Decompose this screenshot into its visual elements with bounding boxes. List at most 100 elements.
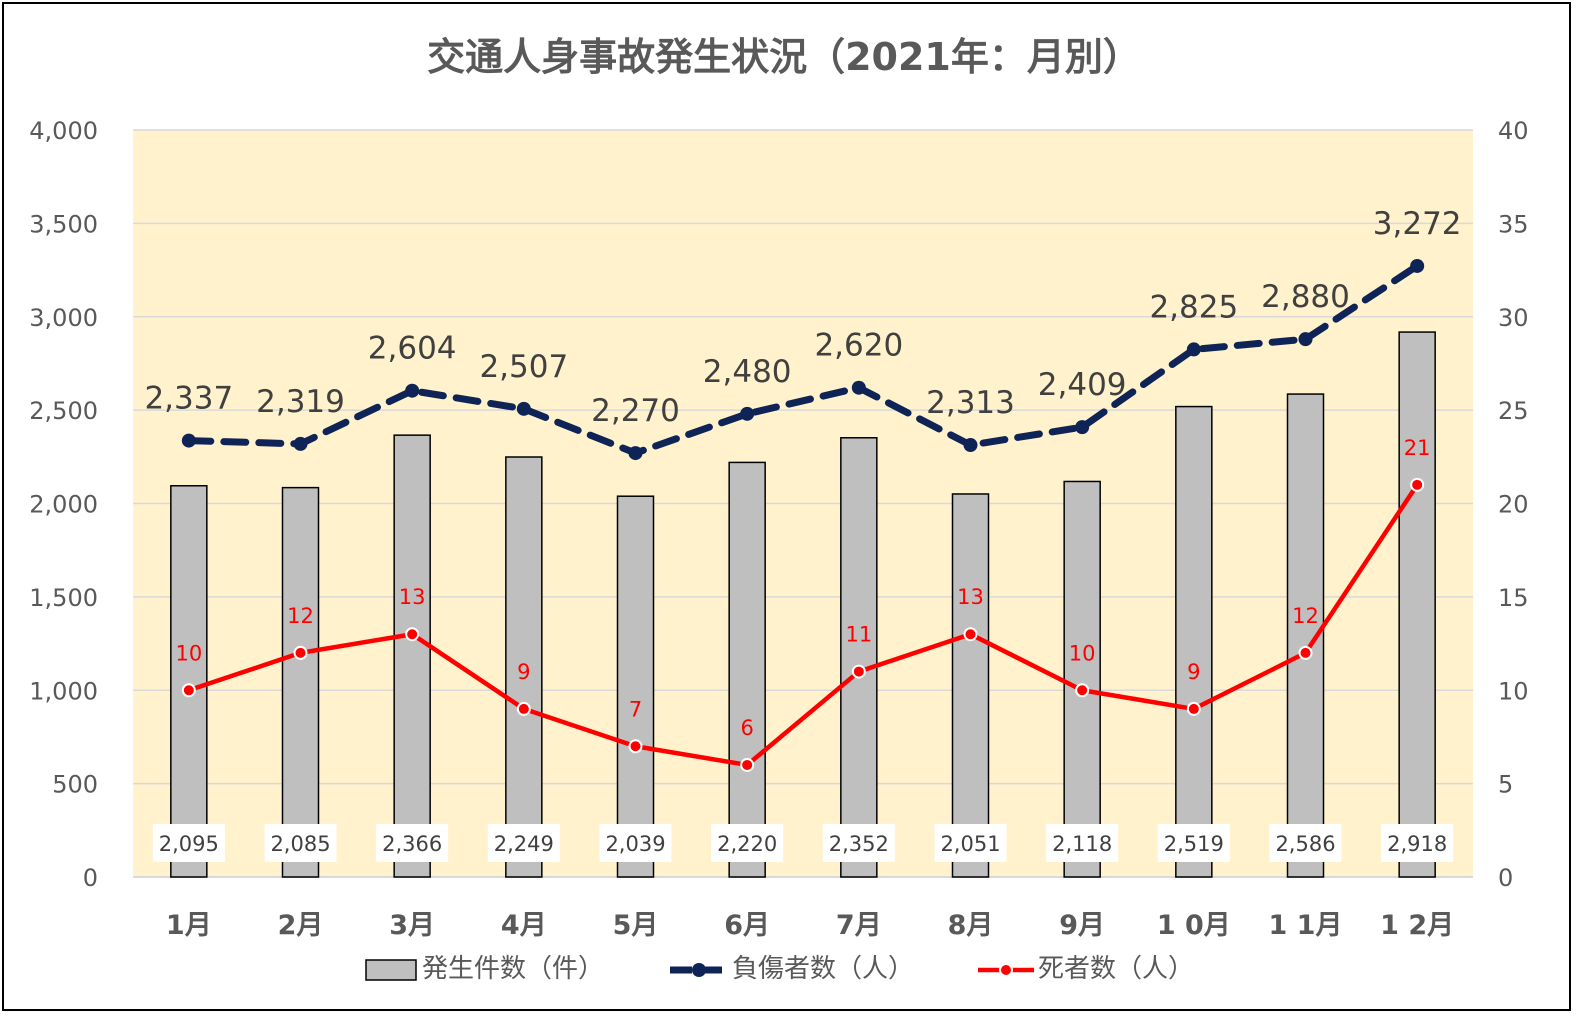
bar-label-box bbox=[934, 824, 1007, 862]
death-data-label: 6 bbox=[740, 716, 753, 740]
bar bbox=[616, 495, 655, 878]
bar-label-box bbox=[822, 824, 895, 862]
death-data-label: 12 bbox=[287, 604, 314, 628]
chart-svg: 交通人身事故発生状況（2021年：月別） 0 500 1,000 1,500 2,000… bbox=[29, 35, 1529, 984]
death-data-label: 9 bbox=[1187, 660, 1200, 684]
injury-data-label: 2,337 bbox=[144, 381, 233, 417]
left-tick-label: 3,000 bbox=[29, 304, 98, 332]
legend-bar-swatch bbox=[365, 959, 417, 981]
bar-data-label: 2,095 bbox=[159, 832, 219, 856]
gridlines bbox=[133, 129, 1473, 878]
death-point bbox=[740, 757, 755, 772]
bar-label-box bbox=[1269, 824, 1342, 862]
bar bbox=[393, 434, 431, 878]
death-data-label: 7 bbox=[629, 697, 642, 721]
category-label: 3月 bbox=[389, 910, 435, 941]
death-point bbox=[516, 701, 531, 716]
bar-data-label: 2,220 bbox=[717, 832, 777, 856]
death-point bbox=[181, 683, 196, 698]
death-data-label: 12 bbox=[1292, 604, 1319, 628]
bar bbox=[505, 456, 543, 878]
injury-data-label: 2,409 bbox=[1038, 367, 1127, 403]
injury-point bbox=[963, 438, 978, 453]
category-label: 6月 bbox=[724, 910, 770, 941]
death-data-label: 10 bbox=[175, 641, 202, 665]
legend-label-cases: 発生件数（件） bbox=[422, 954, 604, 984]
injury-point bbox=[1410, 258, 1425, 273]
injury-line-series: 2,337 2,319 2,604 2,507 2,270 2,480 2,620 2,313… bbox=[144, 206, 1462, 461]
injury-point bbox=[628, 446, 643, 461]
category-label: 5月 bbox=[613, 910, 659, 941]
injury-point bbox=[851, 380, 866, 395]
bar bbox=[281, 486, 320, 878]
right-tick-label: 20 bbox=[1498, 491, 1529, 519]
injury-line bbox=[185, 262, 1421, 457]
death-line-series: 10 12 13 9 7 6 11 13 10 9 12 21 bbox=[175, 436, 1431, 772]
injury-data-label: 2,507 bbox=[479, 349, 568, 385]
category-label: 1月 bbox=[166, 910, 212, 941]
category-label: 1 1月 bbox=[1269, 910, 1343, 941]
bar-data-label: 2,586 bbox=[1275, 832, 1335, 856]
bar-data-label: 2,918 bbox=[1387, 832, 1447, 856]
bar-label-box bbox=[1157, 824, 1230, 862]
legend-injury-swatch-marker bbox=[692, 963, 706, 977]
death-point bbox=[851, 664, 866, 679]
bar-label-box bbox=[487, 824, 560, 862]
death-point bbox=[405, 627, 420, 642]
death-point bbox=[1298, 645, 1313, 660]
bar bbox=[1063, 480, 1101, 878]
category-label: 8月 bbox=[948, 910, 994, 941]
bar-label-box bbox=[1046, 824, 1119, 862]
right-axis-tick-labels: 0 5 10 15 20 25 30 35 40 bbox=[1498, 117, 1529, 892]
injury-data-label: 2,604 bbox=[368, 331, 457, 367]
bar bbox=[840, 437, 878, 878]
injury-data-label: 2,313 bbox=[926, 385, 1015, 421]
death-point bbox=[1186, 701, 1201, 716]
left-tick-label: 0 bbox=[83, 864, 98, 892]
injury-data-label: 2,620 bbox=[814, 328, 903, 364]
category-label: 2月 bbox=[278, 910, 324, 941]
category-axis-labels: 1月 2月 3月 4月 5月 6月 7月 8月 9月 1 0月 1 1月 1 2月 bbox=[166, 910, 1454, 941]
bar-series bbox=[170, 331, 1436, 878]
bar-data-label: 2,039 bbox=[605, 832, 665, 856]
injury-data-label: 2,480 bbox=[703, 354, 792, 390]
injury-point bbox=[740, 406, 755, 421]
right-tick-label: 5 bbox=[1498, 771, 1513, 799]
bar-data-label: 2,366 bbox=[382, 832, 442, 856]
death-data-label: 10 bbox=[1069, 641, 1096, 665]
death-point bbox=[1410, 477, 1425, 492]
left-tick-label: 500 bbox=[52, 771, 98, 799]
bar bbox=[170, 485, 208, 878]
legend-death-swatch-marker bbox=[999, 963, 1013, 977]
bar-label-box bbox=[711, 824, 784, 862]
bar bbox=[728, 461, 766, 878]
category-label: 1 0月 bbox=[1157, 910, 1231, 941]
injury-point bbox=[293, 436, 308, 451]
death-data-label: 9 bbox=[517, 660, 530, 684]
bar bbox=[1398, 331, 1436, 878]
death-data-label: 13 bbox=[399, 585, 426, 609]
category-label: 9月 bbox=[1059, 910, 1105, 941]
bar bbox=[951, 493, 990, 878]
injury-data-label: 2,319 bbox=[256, 384, 345, 420]
death-data-label: 11 bbox=[845, 623, 872, 647]
right-tick-label: 25 bbox=[1498, 397, 1529, 425]
injury-point bbox=[516, 401, 531, 416]
legend: 発生件数（件） 負傷者数（人） 死者数（人） bbox=[365, 954, 1194, 984]
bar-label-box bbox=[264, 824, 337, 862]
left-tick-label: 4,000 bbox=[29, 117, 98, 145]
death-data-label: 13 bbox=[957, 585, 984, 609]
category-label: 7月 bbox=[836, 910, 882, 941]
death-point bbox=[963, 627, 978, 642]
injury-point bbox=[181, 433, 196, 448]
injury-point bbox=[405, 383, 420, 398]
left-tick-label: 1,000 bbox=[29, 677, 98, 705]
right-tick-label: 10 bbox=[1498, 677, 1529, 705]
bar-data-labels: 2,095 2,085 2,366 2,249 2,039 2,220 2,352 2,051… bbox=[152, 824, 1454, 862]
death-point bbox=[1075, 683, 1090, 698]
bar-data-label: 2,249 bbox=[494, 832, 554, 856]
injury-data-label: 2,880 bbox=[1261, 279, 1350, 315]
bar-data-label: 2,519 bbox=[1164, 832, 1224, 856]
death-data-label: 21 bbox=[1404, 436, 1431, 460]
